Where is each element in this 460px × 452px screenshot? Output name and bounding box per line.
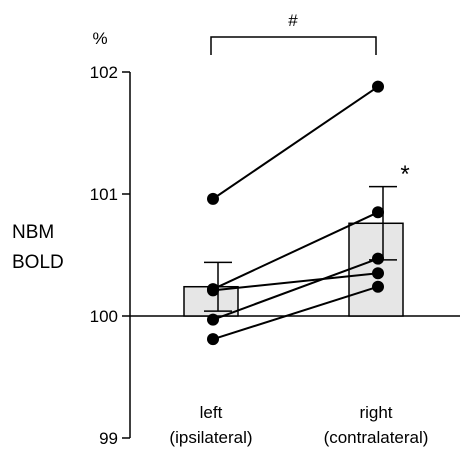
- y-tick-label-101: 101: [90, 185, 118, 204]
- subject-point-right-1: [372, 206, 384, 219]
- subject-point-right-2: [372, 267, 384, 280]
- x-label-left-line-2: (ipsilateral): [169, 428, 252, 447]
- subject-line-2: [212, 272, 379, 292]
- subject-point-right-4: [372, 280, 384, 293]
- subject-points: [207, 80, 384, 346]
- subject-line-0: [212, 85, 379, 200]
- significance-bracket: [210, 36, 377, 55]
- x-label-right-line-2: (contralateral): [324, 428, 429, 447]
- subject-lines: [212, 85, 379, 341]
- y-axis-label-line-1: NBM: [12, 222, 54, 243]
- bracket-label: #: [288, 11, 298, 30]
- y-axis-label-line-2: BOLD: [12, 252, 64, 273]
- y-tick-label-99: 99: [99, 429, 118, 448]
- subject-point-left-4: [207, 333, 219, 346]
- subject-point-left-0: [207, 192, 219, 205]
- y-tick-label-102: 102: [90, 63, 118, 82]
- subject-point-left-3: [207, 313, 219, 326]
- unit-label: %: [92, 29, 107, 48]
- subject-line-1: [212, 211, 379, 291]
- x-label-right-line-1: right: [359, 403, 392, 422]
- y-tick-label-100: 100: [90, 307, 118, 326]
- x-label-left-line-1: left: [200, 403, 223, 422]
- subject-line-3: [212, 257, 379, 321]
- subject-point-left-2: [207, 284, 219, 297]
- subject-point-right-3: [372, 252, 384, 265]
- subject-point-right-0: [372, 80, 384, 93]
- significance-star: *: [400, 161, 409, 188]
- subject-line-4: [212, 285, 379, 341]
- axis-layer: 99 100 101 102: [90, 63, 460, 448]
